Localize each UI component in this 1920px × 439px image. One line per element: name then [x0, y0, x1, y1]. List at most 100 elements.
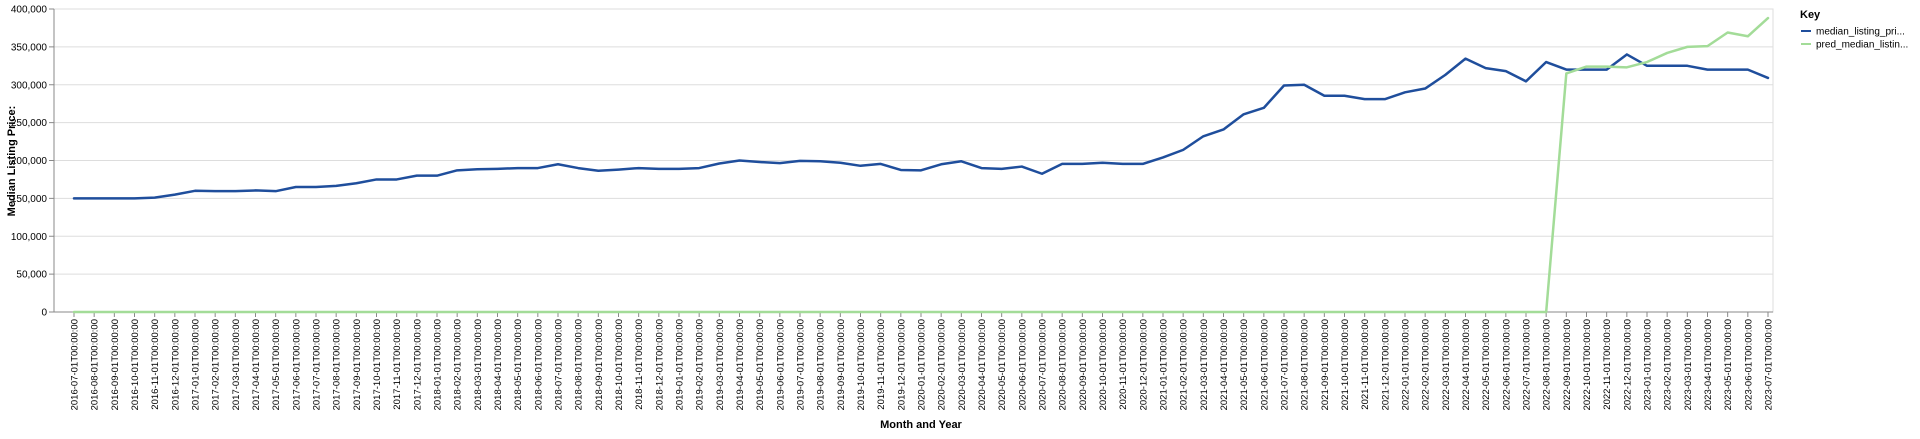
x-tick-label: 2022-12-01T00:00:00 [1622, 319, 1633, 410]
x-tick-label: 2021-12-01T00:00:00 [1380, 319, 1391, 410]
x-tick-label: 2018-04-01T00:00:00 [493, 319, 504, 410]
x-tick-label: 2023-04-01T00:00:00 [1703, 319, 1714, 410]
x-tick-label: 2018-08-01T00:00:00 [574, 319, 585, 410]
x-tick-label: 2016-08-01T00:00:00 [90, 319, 101, 410]
x-tick-label: 2021-01-01T00:00:00 [1159, 319, 1170, 410]
x-tick-label: 2019-02-01T00:00:00 [695, 319, 706, 410]
x-tick-label: 2022-04-01T00:00:00 [1461, 319, 1472, 410]
x-tick-label: 2021-02-01T00:00:00 [1179, 319, 1190, 410]
y-tick-label: 100,000 [11, 232, 48, 243]
x-tick-label: 2023-07-01T00:00:00 [1764, 319, 1775, 410]
x-tick-label: 2019-05-01T00:00:00 [755, 319, 766, 410]
x-tick-label: 2018-10-01T00:00:00 [614, 319, 625, 410]
x-tick-label: 2018-09-01T00:00:00 [594, 319, 605, 410]
x-tick-label: 2016-12-01T00:00:00 [170, 319, 181, 410]
x-tick-label: 2020-04-01T00:00:00 [977, 319, 988, 410]
x-tick-label: 2018-11-01T00:00:00 [634, 319, 645, 410]
x-tick-label: 2021-07-01T00:00:00 [1280, 319, 1291, 410]
x-tick-label: 2019-04-01T00:00:00 [735, 319, 746, 410]
x-tick-label: 2017-03-01T00:00:00 [231, 319, 242, 410]
legend-label-2: pred_median_listin... [1816, 40, 1908, 51]
x-tick-label: 2017-11-01T00:00:00 [392, 319, 403, 410]
x-tick-label: 2019-06-01T00:00:00 [775, 319, 786, 410]
x-tick-label: 2023-05-01T00:00:00 [1723, 319, 1734, 410]
x-tick-label: 2016-11-01T00:00:00 [150, 319, 161, 410]
legend: Key median_listing_pri... pred_median_lis… [1800, 9, 1908, 51]
x-tick-label: 2017-09-01T00:00:00 [352, 319, 363, 410]
x-tick-label: 2018-02-01T00:00:00 [453, 319, 464, 410]
x-tick-label: 2017-05-01T00:00:00 [271, 319, 282, 410]
x-tick-label: 2018-03-01T00:00:00 [473, 319, 484, 410]
legend-label-1: median_listing_pri... [1816, 27, 1905, 38]
x-tick-label: 2017-06-01T00:00:00 [291, 319, 302, 410]
x-tick-label: 2022-10-01T00:00:00 [1582, 319, 1593, 410]
x-tick-label: 2021-05-01T00:00:00 [1239, 319, 1250, 410]
y-axis-title: Median Listing Price: [6, 106, 18, 217]
x-tick-label: 2020-06-01T00:00:00 [1017, 319, 1028, 410]
x-tick-label: 2020-11-01T00:00:00 [1118, 319, 1129, 410]
x-tick-label: 2016-09-01T00:00:00 [110, 319, 121, 410]
x-tick-label: 2023-01-01T00:00:00 [1643, 319, 1654, 410]
x-tick-label: 2018-01-01T00:00:00 [433, 319, 444, 410]
x-tick-label: 2019-09-01T00:00:00 [836, 319, 847, 410]
x-tick-label: 2016-07-01T00:00:00 [70, 319, 81, 410]
y-tick-label: 400,000 [11, 5, 48, 16]
x-tick-label: 2017-10-01T00:00:00 [372, 319, 383, 410]
x-tick-label: 2017-07-01T00:00:00 [312, 319, 323, 410]
y-tick-label: 200,000 [11, 156, 48, 167]
x-tick-label: 2022-01-01T00:00:00 [1401, 319, 1412, 410]
series-line-2 [72, 16, 1770, 314]
series-layer [72, 16, 1770, 314]
y-tick-label: 0 [41, 308, 47, 319]
x-tick-label: 2019-11-01T00:00:00 [876, 319, 887, 410]
x-tick-label: 2021-06-01T00:00:00 [1259, 319, 1270, 410]
y-tick-label: 350,000 [11, 42, 48, 53]
x-tick-label: 2019-03-01T00:00:00 [715, 319, 726, 410]
x-tick-label: 2021-09-01T00:00:00 [1320, 319, 1331, 410]
x-tick-label: 2018-06-01T00:00:00 [533, 319, 544, 410]
x-tick-label: 2016-10-01T00:00:00 [130, 319, 141, 410]
grid-layer [53, 8, 1774, 313]
y-tick-label: 250,000 [11, 118, 48, 129]
x-tick-label: 2022-11-01T00:00:00 [1602, 319, 1613, 410]
x-tick-label: 2020-02-01T00:00:00 [937, 319, 948, 410]
x-tick-label: 2017-02-01T00:00:00 [211, 319, 222, 410]
x-tick-label: 2019-07-01T00:00:00 [796, 319, 807, 410]
x-tick-label: 2021-10-01T00:00:00 [1340, 319, 1351, 410]
x-axis-title: Month and Year [880, 419, 962, 431]
x-tick-label: 2018-12-01T00:00:00 [654, 319, 665, 410]
x-tick-label: 2021-11-01T00:00:00 [1360, 319, 1371, 410]
y-tick-label: 50,000 [16, 270, 47, 281]
x-tick-label: 2023-06-01T00:00:00 [1743, 319, 1754, 410]
x-tick-label: 2020-12-01T00:00:00 [1138, 319, 1149, 410]
x-tick-label: 2022-08-01T00:00:00 [1542, 319, 1553, 410]
x-tick-label: 2017-12-01T00:00:00 [412, 319, 423, 410]
x-tick-label: 2022-09-01T00:00:00 [1562, 319, 1573, 410]
y-tick-label: 300,000 [11, 80, 48, 91]
legend-title: Key [1800, 9, 1821, 21]
x-tick-label: 2020-03-01T00:00:00 [957, 319, 968, 410]
x-tick-label: 2022-07-01T00:00:00 [1522, 319, 1533, 410]
x-tick-label: 2023-03-01T00:00:00 [1683, 319, 1694, 410]
x-tick-label: 2022-02-01T00:00:00 [1421, 319, 1432, 410]
x-tick-label: 2017-08-01T00:00:00 [332, 319, 343, 410]
x-tick-label: 2022-05-01T00:00:00 [1481, 319, 1492, 410]
x-tick-label: 2022-03-01T00:00:00 [1441, 319, 1452, 410]
x-tick-label: 2018-05-01T00:00:00 [513, 319, 524, 410]
axis-layer: 0 50,000 100,000 150,000 200,000 250,000 300,0… [11, 5, 1775, 411]
x-tick-label: 2020-01-01T00:00:00 [917, 319, 928, 410]
x-tick-label: 2022-06-01T00:00:00 [1501, 319, 1512, 410]
x-tick-label: 2023-02-01T00:00:00 [1663, 319, 1674, 410]
x-tick-label: 2019-10-01T00:00:00 [856, 319, 867, 410]
x-tick-label: 2017-01-01T00:00:00 [191, 319, 202, 410]
y-tick-label: 150,000 [11, 194, 48, 205]
x-tick-label: 2020-07-01T00:00:00 [1038, 319, 1049, 410]
x-tick-label: 2020-10-01T00:00:00 [1098, 319, 1109, 410]
x-tick-label: 2021-03-01T00:00:00 [1199, 319, 1210, 410]
x-tick-label: 2018-07-01T00:00:00 [554, 319, 565, 410]
x-tick-label: 2021-04-01T00:00:00 [1219, 319, 1230, 410]
x-tick-label: 2019-08-01T00:00:00 [816, 319, 827, 410]
x-tick-label: 2021-08-01T00:00:00 [1300, 319, 1311, 410]
